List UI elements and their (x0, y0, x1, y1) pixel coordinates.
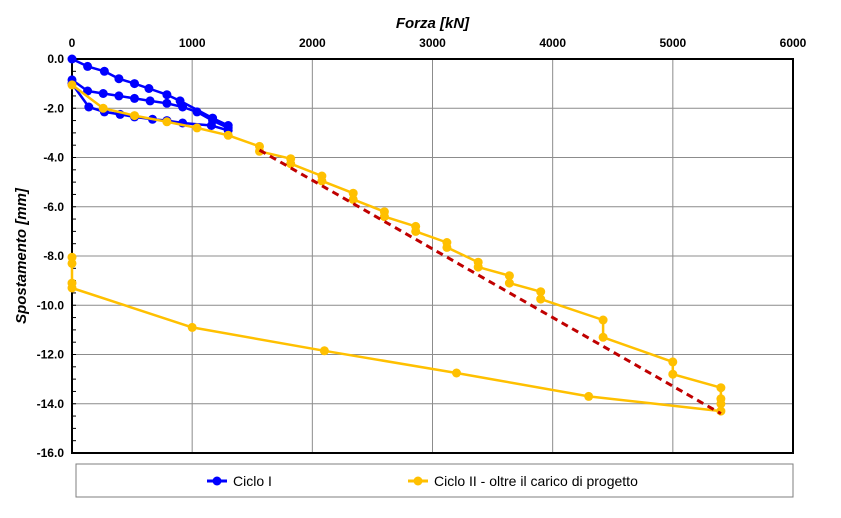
data-point (67, 258, 77, 268)
y-tick-label: -2.0 (43, 101, 64, 115)
data-point (98, 89, 108, 98)
series-2 (258, 148, 722, 415)
data-point (504, 271, 514, 281)
data-point (319, 346, 329, 356)
data-point (192, 123, 202, 133)
data-point (67, 278, 77, 288)
data-point (130, 111, 139, 121)
data-point (130, 79, 139, 89)
data-point (668, 369, 678, 379)
data-point (317, 176, 327, 186)
series-1 (67, 80, 726, 416)
x-tick-label: 5000 (659, 36, 686, 50)
data-point (598, 332, 608, 342)
legend-item-1: Ciclo II - oltre il carico di progetto (408, 473, 638, 489)
y-tick-label: -8.0 (43, 249, 64, 263)
data-point (83, 61, 93, 71)
data-point (67, 80, 77, 90)
data-point (84, 102, 94, 112)
x-axis-title: Forza [kN] (396, 15, 470, 32)
data-point (114, 91, 124, 101)
data-point (504, 278, 514, 288)
x-tick-label: 6000 (780, 36, 807, 50)
x-tick-label: 0 (69, 36, 76, 50)
data-point (411, 226, 421, 236)
data-point (536, 287, 546, 297)
data-point (83, 86, 93, 96)
grid (71, 58, 794, 454)
series-line (70, 83, 723, 413)
x-tick-label: 3000 (419, 36, 446, 50)
y-tick-label: -6.0 (43, 200, 64, 214)
data-point (162, 117, 172, 127)
y-tick-label: -10.0 (37, 298, 65, 312)
legend-marker (413, 476, 423, 486)
legend-marker (212, 476, 222, 486)
y-tick-label: -16.0 (37, 446, 65, 460)
data-point (716, 383, 726, 393)
legend-label: Ciclo II - oltre il carico di progetto (434, 473, 638, 489)
data-point (716, 399, 726, 409)
data-point (192, 107, 202, 117)
data-point (162, 98, 172, 108)
data-point (223, 130, 233, 140)
data-point (98, 103, 108, 113)
y-axis-title: Spostamento [mm] (13, 187, 30, 324)
data-point (473, 262, 483, 272)
x-axis: 0 1000 2000 3000 4000 5000 6000 (69, 36, 807, 50)
y-tick-label: -14.0 (37, 397, 65, 411)
data-point (223, 123, 233, 133)
data-point (348, 194, 358, 204)
legend-item-0: Ciclo I (207, 473, 272, 489)
data-point (286, 159, 296, 169)
x-tick-label: 4000 (539, 36, 566, 50)
data-point (598, 315, 608, 325)
data-point (144, 84, 154, 93)
data-point (145, 96, 155, 106)
data-point (67, 252, 77, 262)
x-tick-label: 1000 (179, 36, 206, 50)
y-tick-label: -4.0 (43, 151, 64, 165)
y-tick-label: -12.0 (37, 348, 65, 362)
legend-box (75, 463, 794, 498)
data-point (668, 357, 678, 367)
data-point (716, 406, 726, 416)
data-point (67, 54, 77, 64)
data-point (187, 322, 197, 332)
y-axis: 0.0 -2.0 -4.0 -6.0 -8.0 -10.0 -12.0 -14.0 -16.0 (37, 52, 65, 460)
x-tick-label: 2000 (299, 36, 326, 50)
data-point (348, 188, 358, 198)
data-point (536, 294, 546, 304)
legend: Ciclo I Ciclo II - oltre il carico di pro… (75, 463, 794, 498)
data-point (452, 368, 461, 378)
trend-line (258, 148, 722, 415)
data-point (442, 242, 452, 252)
legend-label: Ciclo I (233, 473, 272, 489)
data-point (379, 212, 389, 222)
y-tick-label: 0.0 (47, 52, 64, 66)
data-point (178, 102, 188, 112)
data-point (130, 93, 139, 103)
data-point (584, 391, 594, 401)
series-layer (67, 54, 726, 416)
data-point (114, 74, 124, 84)
data-point (208, 116, 218, 126)
data-point (162, 90, 172, 100)
data-point (99, 66, 109, 76)
series-0 (67, 54, 233, 135)
